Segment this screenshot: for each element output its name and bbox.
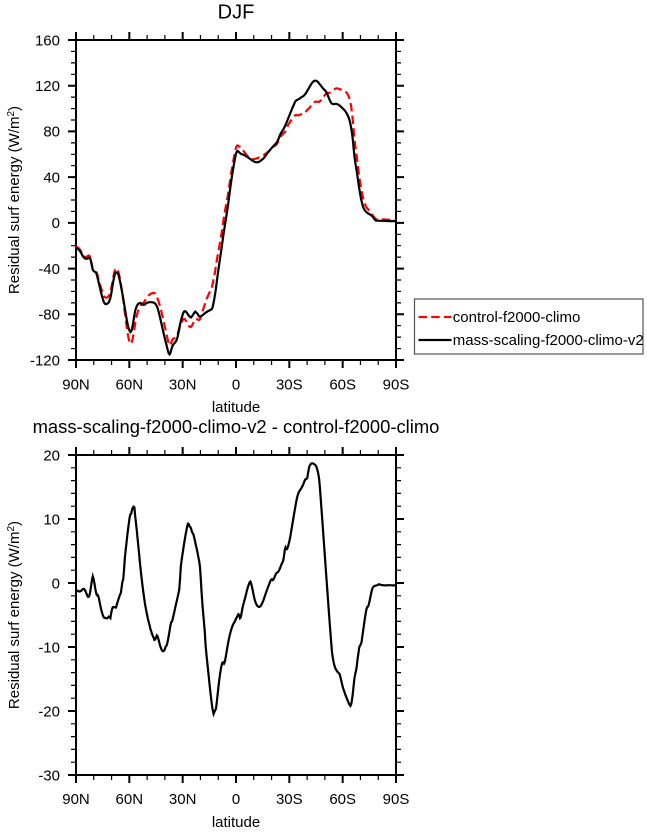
svg-text:-10: -10 — [38, 639, 60, 656]
svg-text:30N: 30N — [169, 791, 197, 808]
svg-text:0: 0 — [232, 377, 240, 394]
svg-text:-40: -40 — [38, 261, 60, 278]
svg-text:Residual surf energy (W/m2): Residual surf energy (W/m2) — [6, 106, 23, 294]
svg-text:90N: 90N — [62, 791, 90, 808]
svg-text:mass-scaling-f2000-climo-v2 -: mass-scaling-f2000-climo-v2 - control-f2… — [33, 416, 440, 437]
svg-text:40: 40 — [43, 169, 60, 186]
svg-text:80: 80 — [43, 124, 60, 141]
svg-text:-80: -80 — [38, 307, 60, 324]
svg-text:0: 0 — [232, 791, 240, 808]
svg-text:30N: 30N — [169, 377, 197, 394]
svg-text:0: 0 — [52, 215, 60, 232]
svg-text:10: 10 — [43, 511, 60, 528]
svg-text:latitude: latitude — [212, 399, 260, 416]
svg-text:mass-scaling-f2000-climo-v2: mass-scaling-f2000-climo-v2 — [453, 332, 644, 349]
svg-text:160: 160 — [35, 32, 60, 49]
svg-text:-30: -30 — [38, 767, 60, 784]
svg-text:DJF: DJF — [218, 2, 255, 24]
svg-text:control-f2000-climo: control-f2000-climo — [453, 309, 581, 326]
svg-text:-120: -120 — [30, 352, 60, 369]
svg-text:0: 0 — [52, 575, 60, 592]
svg-text:90N: 90N — [62, 377, 90, 394]
svg-text:90S: 90S — [383, 377, 410, 394]
svg-text:120: 120 — [35, 78, 60, 95]
svg-text:30S: 30S — [276, 791, 303, 808]
svg-text:60N: 60N — [116, 791, 144, 808]
svg-text:30S: 30S — [276, 377, 303, 394]
svg-text:60S: 60S — [329, 377, 356, 394]
svg-text:20: 20 — [43, 447, 60, 464]
svg-text:latitude: latitude — [212, 814, 260, 831]
svg-text:Residual surf energy (W/m2): Residual surf energy (W/m2) — [6, 521, 23, 709]
svg-text:60S: 60S — [329, 791, 356, 808]
svg-text:60N: 60N — [116, 377, 144, 394]
svg-text:-20: -20 — [38, 703, 60, 720]
svg-text:90S: 90S — [383, 791, 410, 808]
